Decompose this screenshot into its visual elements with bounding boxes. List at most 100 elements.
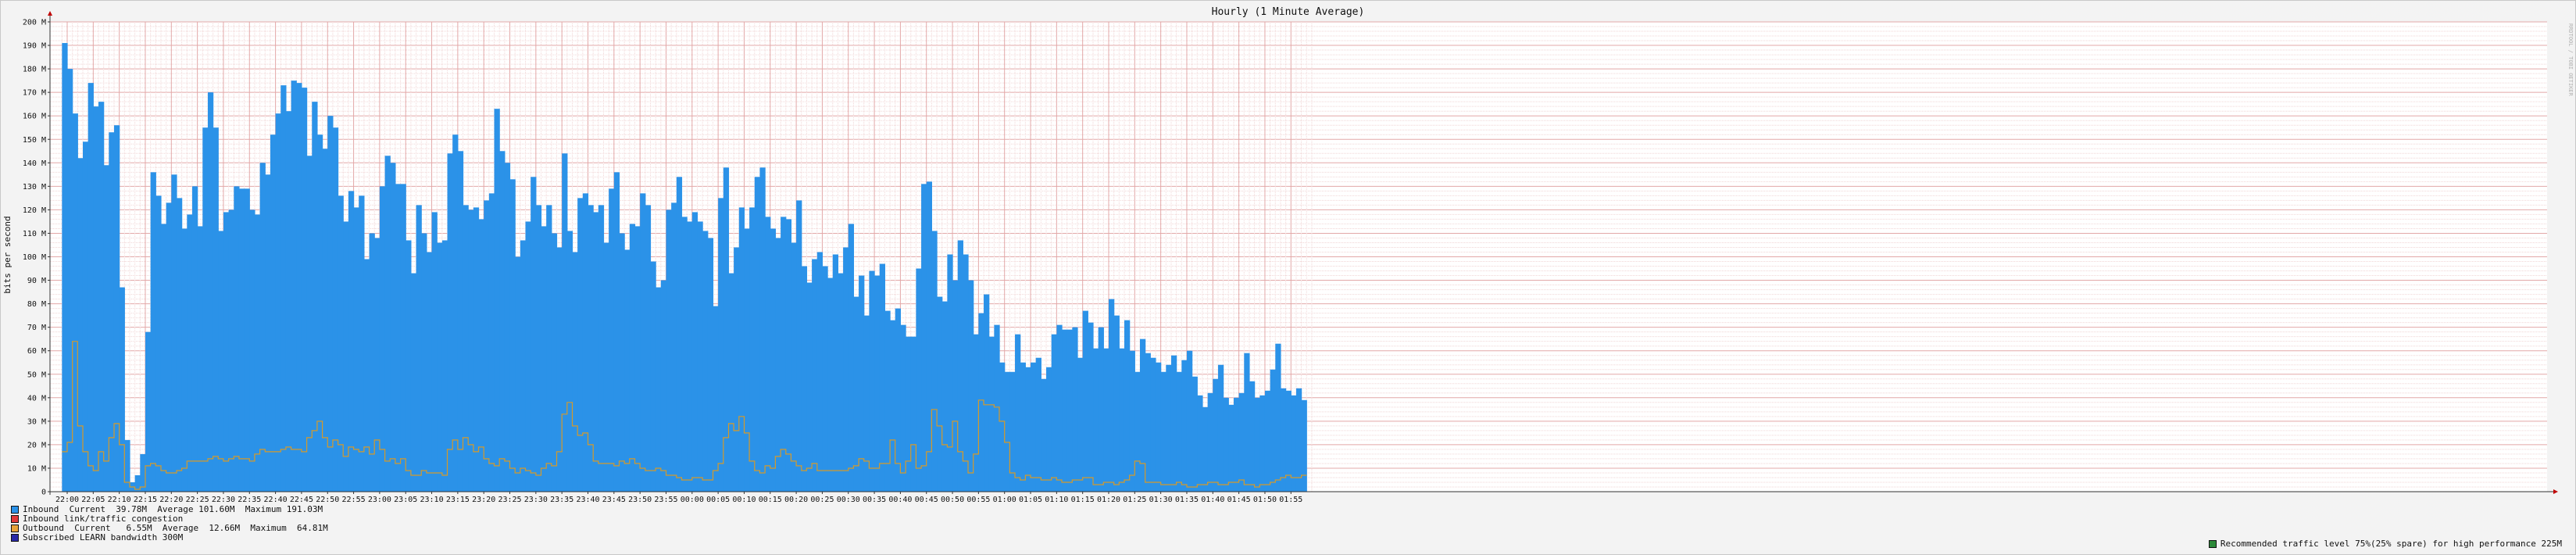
inbound-bar (1077, 357, 1084, 492)
inbound-bar (332, 127, 339, 492)
x-tick-label: 01:30 (1149, 496, 1173, 504)
inbound-bar (541, 226, 547, 492)
inbound-bar (754, 177, 761, 492)
inbound-bar (556, 247, 563, 492)
inbound-bar (577, 198, 584, 492)
y-tick-label: 60 M (27, 347, 46, 356)
y-tick-label: 80 M (27, 300, 46, 309)
inbound-bar (1145, 353, 1151, 492)
inbound-bar (1301, 399, 1307, 492)
inbound-bar (280, 85, 287, 492)
inbound-bar (848, 224, 855, 492)
x-tick-label: 00:00 (681, 496, 704, 504)
inbound-bar (316, 134, 323, 492)
x-tick-label: 23:15 (446, 496, 470, 504)
y-tick-label: 180 M (23, 66, 46, 74)
inbound-bar (681, 217, 688, 492)
outbound-line (62, 341, 1307, 490)
inbound-bar (1035, 357, 1041, 492)
legend-swatch (2208, 540, 2217, 548)
inbound-bar (1181, 360, 1188, 492)
legend-stats: Current 6.55M Average 12.66M Maximum 64.… (74, 523, 328, 533)
inbound-bar (113, 125, 120, 492)
inbound-bar (660, 280, 667, 492)
inbound-bar (197, 226, 203, 492)
x-tick-label: 23:10 (420, 496, 443, 504)
inbound-bar (853, 296, 859, 492)
inbound-bar (150, 172, 156, 492)
inbound-bar (191, 186, 198, 492)
y-tick-label: 150 M (23, 136, 46, 145)
inbound-bar (270, 134, 277, 492)
inbound-bar (363, 259, 370, 492)
y-tick-label: 0 (41, 489, 46, 497)
inbound-bar (1295, 388, 1302, 492)
inbound-bar (452, 134, 459, 492)
inbound-bar (1098, 327, 1104, 492)
inbound-bar (1139, 338, 1146, 492)
x-tick-label: 23:45 (602, 496, 626, 504)
inbound-bar (1031, 362, 1037, 492)
inbound-bar (551, 233, 558, 492)
inbound-bar (400, 184, 406, 492)
y-tick-label: 200 M (23, 19, 46, 27)
inbound-bar (895, 308, 901, 492)
inbound-bar (426, 252, 433, 492)
inbound-bar (406, 240, 412, 492)
y-tick-label: 50 M (27, 371, 46, 379)
x-tick-label: 01:15 (1071, 496, 1095, 504)
inbound-bar (926, 181, 932, 492)
inbound-bar (759, 167, 766, 492)
inbound-bar (984, 294, 990, 492)
x-tick-label: 23:05 (394, 496, 417, 504)
inbound-bar (1004, 371, 1010, 492)
inbound-bar (1088, 322, 1094, 492)
x-tick-label: 00:50 (941, 496, 964, 504)
inbound-bar (218, 231, 224, 492)
x-tick-label: 23:30 (524, 496, 548, 504)
inbound-bar (1270, 369, 1276, 492)
x-tick-label: 22:50 (316, 496, 339, 504)
inbound-bar (285, 111, 292, 492)
inbound-bar (473, 207, 480, 492)
inbound-bar (176, 198, 183, 492)
inbound-bar (676, 177, 683, 492)
inbound-bar (546, 205, 552, 492)
inbound-bar (744, 228, 750, 492)
inbound-bar (359, 195, 365, 492)
y-tick-label: 160 M (23, 113, 46, 121)
inbound-bar (806, 282, 813, 492)
y-tick-label: 100 M (23, 253, 46, 262)
inbound-bar (734, 247, 740, 492)
y-tick-label: 140 M (23, 159, 46, 168)
inbound-bar (515, 256, 521, 492)
inbound-bar (181, 228, 188, 492)
inbound-bar (1264, 390, 1271, 492)
inbound-bar (488, 193, 495, 492)
inbound-bar (1275, 343, 1281, 492)
inbound-bar (1113, 315, 1120, 492)
y-tick-label: 190 M (23, 42, 46, 51)
inbound-bar (738, 207, 745, 492)
inbound-bar (1197, 395, 1203, 492)
x-tick-label: 01:00 (993, 496, 1016, 504)
x-tick-label: 23:20 (472, 496, 495, 504)
inbound-bar (72, 113, 78, 492)
inbound-bar (1202, 406, 1209, 492)
inbound-bar (801, 266, 808, 492)
inbound-bar (994, 324, 1000, 492)
inbound-bar (874, 275, 881, 492)
inbound-bar (838, 273, 844, 492)
inbound-bar (1228, 404, 1234, 492)
inbound-bar (463, 205, 469, 492)
inbound-bar (822, 266, 828, 492)
inbound-bar (457, 151, 464, 492)
y-tick-label: 130 M (23, 183, 46, 192)
inbound-bar (1280, 388, 1287, 492)
inbound-bar (223, 212, 230, 492)
inbound-bar (921, 184, 927, 492)
inbound-bar (431, 212, 438, 492)
inbound-bar (437, 242, 443, 492)
inbound-bar (1170, 355, 1177, 492)
inbound-bar (1223, 397, 1229, 492)
